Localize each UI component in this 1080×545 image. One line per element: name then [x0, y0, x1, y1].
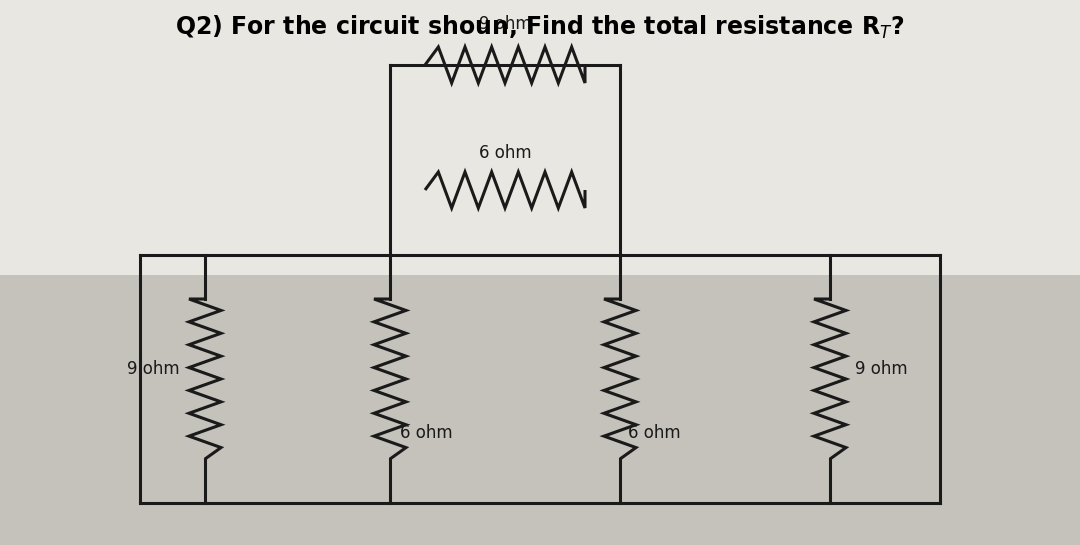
Text: 9 ohm: 9 ohm [127, 360, 180, 378]
Text: Q2) For the circuit shoun, Find the total resistance R$_T$?: Q2) For the circuit shoun, Find the tota… [175, 14, 905, 40]
Text: 6 ohm: 6 ohm [627, 424, 680, 442]
Bar [0, 0, 1080, 275]
Text: 6 ohm: 6 ohm [400, 424, 453, 442]
Text: 6 ohm: 6 ohm [478, 144, 531, 162]
Bar [0, 275, 1080, 545]
Text: 9 ohm: 9 ohm [478, 15, 531, 33]
Text: 9 ohm: 9 ohm [855, 360, 907, 378]
